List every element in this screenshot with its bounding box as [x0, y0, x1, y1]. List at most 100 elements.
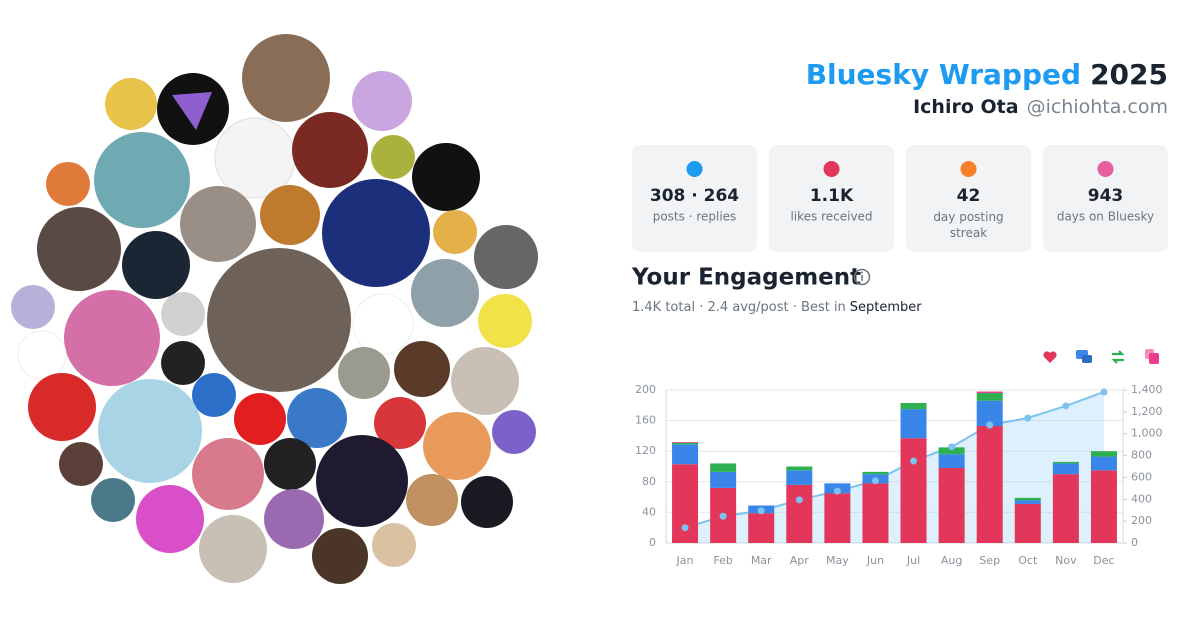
- x-tick-label: Jun: [866, 554, 884, 567]
- avatar: [28, 373, 96, 441]
- avatar: [234, 393, 286, 445]
- bar-segment: [1090, 470, 1117, 543]
- user-name: Ichiro Ota: [913, 96, 1018, 118]
- avatar: [266, 555, 302, 591]
- stat-label: posts · replies: [653, 210, 737, 224]
- bar-segment: [938, 454, 965, 469]
- line-point: [833, 487, 841, 495]
- stat-label-line: day posting: [933, 210, 1003, 224]
- y2-tick-label: 200: [1131, 514, 1152, 527]
- avatar: [292, 112, 368, 188]
- title: Bluesky Wrapped 2025: [806, 58, 1168, 91]
- y-tick-label: 40: [642, 505, 656, 518]
- avatar: [94, 132, 190, 228]
- bar-segment: [900, 409, 927, 439]
- avatar: [264, 438, 316, 490]
- y-tick-label: 80: [642, 475, 656, 488]
- avatar: [322, 179, 430, 287]
- line-point: [1024, 414, 1032, 422]
- avatar: [192, 438, 264, 510]
- info-icon[interactable]: [853, 268, 871, 286]
- info-icon-dot: [861, 271, 863, 274]
- section-title: Your Engagement: [631, 265, 861, 291]
- avatar: [312, 528, 368, 584]
- bar-segment: [710, 471, 737, 488]
- user: Ichiro Ota @ichiohta.com: [913, 96, 1168, 118]
- bar-segment: [1052, 474, 1079, 543]
- bar-segment: [976, 391, 1003, 394]
- x-tick-label: Sep: [979, 554, 1000, 567]
- avatar: [122, 231, 190, 299]
- y-tick-label: 0: [649, 536, 656, 549]
- bar-segment: [900, 403, 927, 410]
- avatar: [192, 373, 236, 417]
- y-tick-label: 120: [635, 444, 656, 457]
- avatar: [242, 34, 330, 122]
- avatar: [264, 489, 324, 549]
- avatar: [352, 293, 414, 355]
- y2-tick-label: 1,000: [1131, 427, 1163, 440]
- stat-value: 42: [957, 186, 981, 206]
- x-tick-label: Nov: [1055, 554, 1077, 567]
- bar-segment: [862, 471, 889, 475]
- y2-tick-label: 600: [1131, 470, 1152, 483]
- stat-label: likes received: [790, 210, 872, 224]
- legend-reply-2: [1082, 355, 1092, 363]
- x-tick-label: Dec: [1093, 554, 1114, 567]
- avatar: [492, 410, 536, 454]
- x-tick-label: Mar: [751, 554, 772, 567]
- avatar: [37, 207, 121, 291]
- line-point: [910, 457, 918, 465]
- avatar: [352, 71, 412, 131]
- avatar: [260, 185, 320, 245]
- x-tick-label: Aug: [941, 554, 962, 567]
- avatar: [199, 515, 267, 583]
- stat-value: 943: [1088, 186, 1124, 206]
- avatar: [412, 143, 480, 211]
- bar-segment: [1052, 463, 1079, 475]
- x-tick-label: Oct: [1018, 554, 1038, 567]
- avatar: [372, 523, 416, 567]
- x-tick-label: May: [826, 554, 849, 567]
- user-handle: @ichiohta.com: [1027, 96, 1168, 118]
- line-point: [986, 421, 994, 429]
- bar-segment: [824, 493, 851, 543]
- stat-value: 1.1K: [810, 186, 854, 206]
- summary: 1.4K total · 2.4 avg/post · Best in Septe…: [632, 300, 922, 315]
- stat-label-line: streak: [950, 226, 987, 240]
- avatar: [374, 397, 426, 449]
- avatar: [17, 330, 67, 380]
- bar-segment: [710, 463, 737, 472]
- y2-tick-label: 0: [1131, 536, 1138, 549]
- avatar: [478, 294, 532, 348]
- stat-value: 308 · 264: [650, 186, 739, 206]
- avatar: [461, 476, 513, 528]
- avatar: [411, 259, 479, 327]
- avatar: [59, 442, 103, 486]
- summary-best: September: [850, 300, 923, 315]
- avatar: [394, 341, 450, 397]
- chart: 0 40 80 120 160 200 0 200 400 600 800 1,000 1,200 1,4…: [635, 383, 1163, 567]
- bar-segment: [672, 444, 699, 465]
- bar-segment: [862, 483, 889, 543]
- bar-segment: [976, 393, 1003, 401]
- bar-segment: [786, 484, 813, 543]
- legend: [1043, 349, 1159, 364]
- avatar: [46, 162, 90, 206]
- stat-icon: [686, 161, 703, 177]
- legend-like: [1043, 351, 1057, 363]
- avatar: [91, 478, 135, 522]
- stat-icon: [823, 161, 840, 177]
- x-tick-label: Jul: [906, 554, 920, 567]
- summary-text: 1.4K total · 2.4 avg/post · Best in: [632, 300, 846, 315]
- line-point: [795, 496, 803, 504]
- stat-card: [906, 145, 1031, 252]
- bar-segment: [672, 442, 699, 445]
- bar-segment: [1014, 497, 1041, 501]
- bar-segment: [1090, 456, 1117, 471]
- avatar: [433, 210, 477, 254]
- avatar: [520, 342, 556, 378]
- line-point: [948, 443, 956, 451]
- avatar: [136, 485, 204, 553]
- avatar: [161, 341, 205, 385]
